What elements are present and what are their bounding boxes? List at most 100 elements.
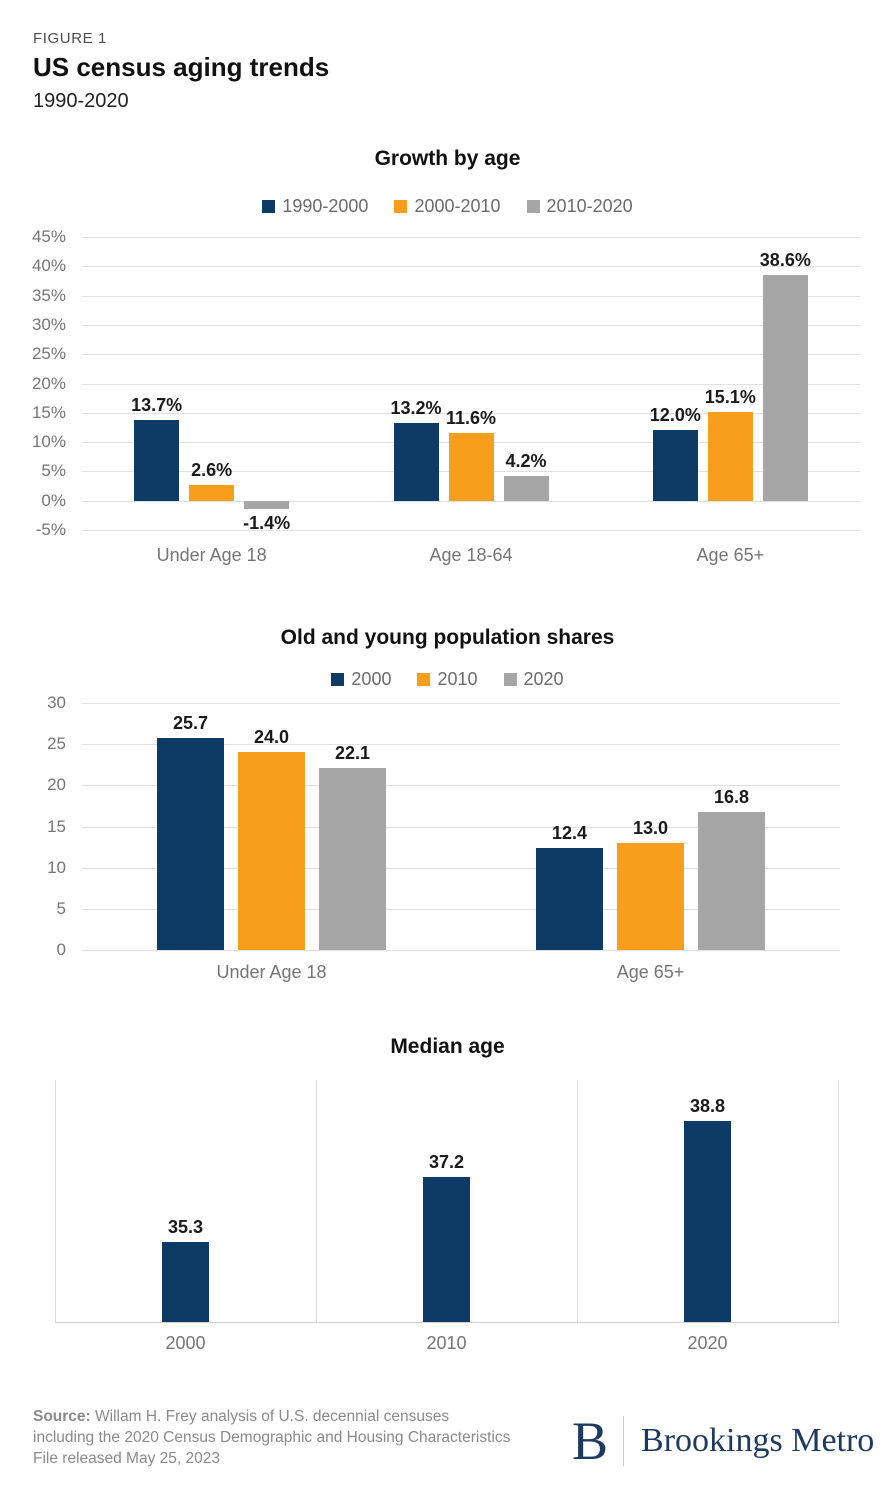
y-tick-label: 45%: [31, 227, 66, 246]
bar-value-label: 24.0: [253, 727, 290, 748]
bar-value-label: 13.0: [632, 817, 669, 838]
y-tick-label: 15%: [31, 402, 66, 422]
bar: [448, 432, 494, 501]
bar-value-label: 4.2%: [505, 451, 547, 472]
bar: [238, 752, 305, 950]
category-label: Age 65+: [696, 545, 765, 565]
column-divider: [577, 1080, 578, 1322]
bar: [652, 430, 698, 501]
source-label: Source:: [33, 1408, 91, 1425]
legend-swatch-icon: [503, 673, 517, 686]
bar-value-label: 11.6%: [445, 407, 497, 428]
category-label: 2000: [165, 1333, 206, 1353]
legend-label: 2010-2020: [546, 196, 633, 216]
gridline: [82, 383, 860, 385]
column-divider: [838, 1080, 839, 1322]
bar-value-label: 22.1: [334, 743, 371, 764]
bar: [393, 423, 439, 501]
bar: [162, 1242, 209, 1322]
bar: [707, 412, 753, 501]
bar: [762, 274, 808, 501]
figure-label: FIGURE 1: [33, 30, 107, 47]
bar: [189, 485, 235, 501]
bar-value-label: 15.1%: [704, 387, 756, 408]
category-label: Under Age 18: [216, 962, 327, 982]
logo-divider: [623, 1416, 625, 1466]
gridline: [82, 785, 840, 787]
logo-wordmark: Brookings Metro: [641, 1422, 875, 1459]
gridline: [82, 237, 860, 238]
legend-item: 2000-2010: [394, 196, 501, 217]
bar-value-label: -1.4%: [243, 512, 291, 533]
bar-value-label: 38.8: [689, 1096, 726, 1117]
bar: [617, 842, 684, 950]
y-tick-label: 15: [47, 816, 66, 836]
bar: [244, 500, 290, 509]
category-label: 2020: [687, 1333, 728, 1353]
gridline: [82, 266, 860, 268]
gridline: [82, 703, 840, 704]
gridline: [82, 412, 860, 414]
gridline: [82, 950, 840, 951]
legend-swatch-icon: [331, 673, 345, 686]
legend-item: 2000: [331, 669, 391, 690]
y-tick-label: 10%: [31, 432, 66, 452]
y-tick-label: 35%: [31, 285, 66, 305]
gridline: [82, 500, 860, 502]
gridline: [82, 295, 860, 297]
bar-value-label: 12.0%: [649, 405, 701, 426]
bar: [536, 847, 603, 950]
bar: [684, 1121, 731, 1322]
legend-item: 2010: [417, 669, 478, 690]
legend-label: 1990-2000: [282, 196, 369, 216]
legend-swatch-icon: [526, 200, 540, 213]
legend-swatch-icon: [394, 200, 408, 213]
chart-title-growth: Growth by age: [374, 147, 521, 170]
page-title: US census aging trends: [33, 52, 330, 82]
brookings-logo: B Brookings Metro: [572, 1412, 874, 1470]
bar-value-label: 37.2: [428, 1151, 465, 1172]
y-tick-label: 40%: [31, 256, 66, 276]
legend-item: 1990-2000: [262, 196, 368, 217]
y-tick-label: 30%: [31, 314, 66, 334]
category-label: Age 65+: [616, 962, 685, 982]
category-label: Age 18-64: [429, 545, 513, 565]
legend-shares: 2000 2010 2020: [0, 669, 895, 690]
bar: [157, 738, 224, 950]
gridline: [82, 324, 860, 326]
y-tick-label: 20%: [31, 373, 66, 393]
bar-value-label: 13.7%: [131, 395, 183, 416]
logo-b-icon: B: [572, 1411, 609, 1471]
legend-label: 2000: [351, 669, 392, 689]
y-tick-label: 30: [47, 693, 66, 712]
y-tick-label: 25: [47, 734, 66, 754]
bar: [503, 476, 549, 501]
gridline: [82, 826, 840, 828]
legend-swatch-icon: [417, 673, 431, 686]
bar-value-label: 16.8: [713, 786, 750, 807]
y-tick-label: 0: [56, 940, 66, 959]
y-tick-label: -5%: [35, 520, 66, 539]
gridline: [82, 867, 840, 869]
bar-value-label: 13.2%: [390, 398, 442, 419]
bar-value-label: 35.3: [167, 1217, 204, 1238]
bar: [319, 768, 386, 950]
source-note: Source: Willam H. Frey analysis of U.S. …: [33, 1406, 513, 1469]
y-tick-label: 5%: [41, 461, 66, 481]
page-subtitle: 1990-2020: [33, 90, 129, 112]
bar: [698, 811, 765, 950]
legend-growth: 1990-2000 2000-2010 2010-2020: [0, 196, 895, 217]
legend-label: 2010: [437, 669, 478, 689]
axis-baseline: [55, 1322, 839, 1323]
gridline: [82, 744, 840, 746]
y-tick-label: 5: [56, 898, 66, 918]
category-label: Under Age 18: [156, 545, 267, 565]
bar-value-label: 25.7: [172, 713, 209, 734]
column-divider: [316, 1080, 317, 1322]
y-tick-label: 0%: [41, 490, 66, 510]
gridline: [82, 908, 840, 910]
bar-value-label: 2.6%: [191, 460, 233, 481]
y-tick-label: 10: [47, 857, 66, 877]
chart-title-shares: Old and young population shares: [280, 626, 615, 649]
